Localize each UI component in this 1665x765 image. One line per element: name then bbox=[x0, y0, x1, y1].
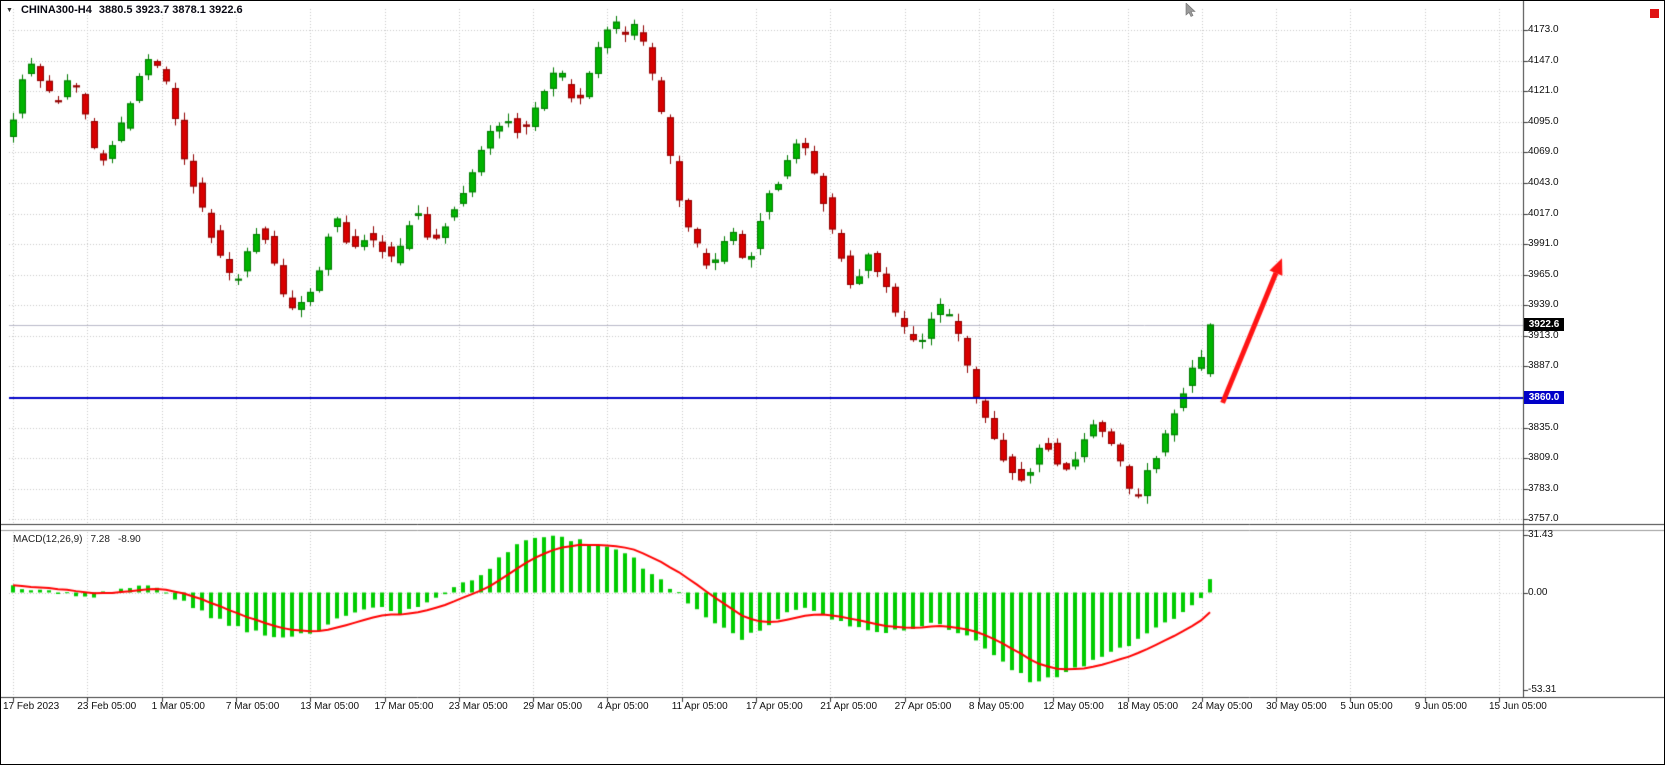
mouse-cursor-icon bbox=[1185, 3, 1196, 17]
symbol-header: ▼ CHINA300-H4 3880.5 3923.7 3878.1 3922.… bbox=[6, 4, 243, 16]
symbol-ohlc-values: 3880.5 3923.7 3878.1 3922.6 bbox=[98, 4, 243, 16]
macd-signal-value: -8.90 bbox=[117, 534, 141, 545]
symbol-dropdown-icon[interactable]: ▼ bbox=[6, 6, 13, 14]
symbol-title: CHINA300-H4 bbox=[20, 4, 92, 16]
macd-indicator-label: MACD(12,26,9) 7.28 -8.90 bbox=[13, 534, 141, 545]
macd-value: 7.28 bbox=[90, 534, 110, 545]
red-indicator-icon bbox=[1650, 9, 1659, 18]
macd-name: MACD(12,26,9) bbox=[13, 534, 83, 545]
